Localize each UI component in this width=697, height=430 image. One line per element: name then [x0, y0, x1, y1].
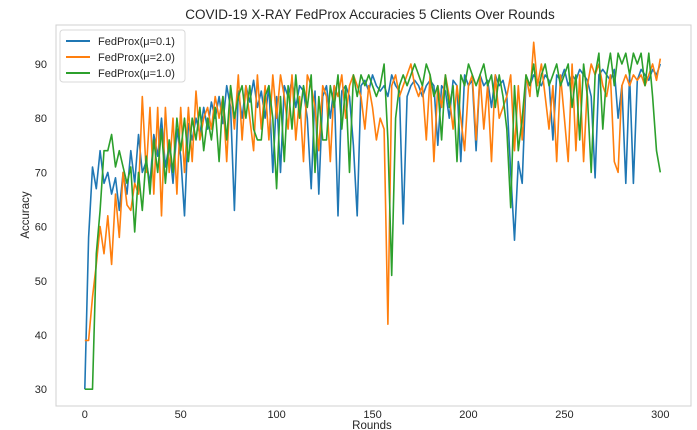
y-tick-label: 30 [35, 384, 47, 396]
series-line-2 [84, 52, 662, 391]
y-tick-label: 80 [35, 113, 47, 125]
series-lines [84, 41, 662, 391]
legend-box [59, 29, 186, 83]
x-tick-label: 150 [363, 409, 381, 421]
x-tick-label: 200 [459, 409, 477, 421]
legend-entry: FedProx(μ=1.0) [98, 68, 175, 80]
x-axis-label: Rounds [352, 420, 392, 430]
x-tick-label: 50 [175, 409, 187, 421]
legend-entry: FedProx(μ=2.0) [98, 52, 175, 64]
y-axis: 30 40 50 60 70 80 90 [35, 59, 47, 396]
x-tick-label: 0 [82, 409, 88, 421]
y-tick-label: 50 [35, 276, 47, 288]
y-tick-label: 90 [35, 59, 47, 71]
x-tick-label: 300 [651, 409, 669, 421]
y-tick-label: 60 [35, 222, 47, 234]
legend-entry: FedProx(μ=0.1) [98, 36, 175, 48]
x-tick-label: 250 [555, 409, 573, 421]
legend: FedProx(μ=0.1) FedProx(μ=2.0) FedProx(μ=1.… [59, 29, 186, 83]
y-tick-label: 70 [35, 167, 47, 179]
y-axis-label: Accuracy [20, 191, 32, 239]
series-line-0 [84, 63, 662, 390]
x-axis: 0 50 100 150 200 250 300 [82, 409, 670, 421]
chart-title: COVID-19 X-RAY FedProx Accuracies 5 Clie… [185, 7, 555, 22]
x-tick-label: 100 [267, 409, 285, 421]
y-tick-label: 40 [35, 330, 47, 342]
series-line-1 [84, 41, 662, 342]
